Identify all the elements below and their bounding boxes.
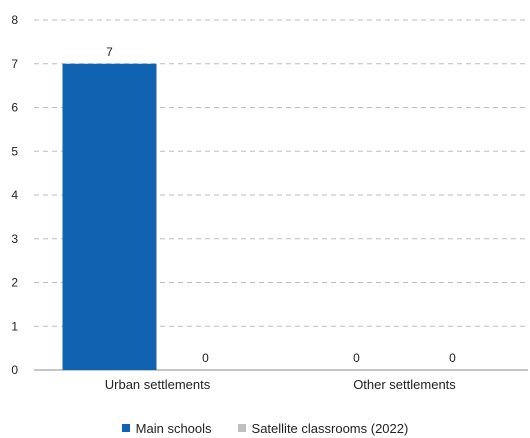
data-label: 0 <box>353 351 360 365</box>
data-label: 7 <box>106 45 113 59</box>
y-tick-label: 5 <box>11 144 18 158</box>
legend: Main schools Satellite classrooms (2022) <box>0 418 530 438</box>
legend-swatch <box>237 424 246 432</box>
y-tick-label: 6 <box>11 101 18 115</box>
y-tick-label: 0 <box>11 363 18 377</box>
y-tick-label: 3 <box>11 232 18 246</box>
y-tick-label: 4 <box>11 188 18 202</box>
bar <box>62 63 157 370</box>
legend-swatch <box>121 424 130 432</box>
y-tick-label: 2 <box>11 276 18 290</box>
data-label: 0 <box>202 351 209 365</box>
x-category-label: Urban settlements <box>105 377 211 392</box>
y-tick-label: 7 <box>11 57 18 71</box>
y-tick-label: 8 <box>11 13 18 27</box>
legend-label: Satellite classrooms (2022) <box>251 420 409 436</box>
data-label: 0 <box>449 351 456 365</box>
legend-item: Main schools <box>121 420 212 436</box>
legend-item: Satellite classrooms (2022) <box>237 420 409 436</box>
y-tick-label: 1 <box>11 319 18 333</box>
legend-label: Main schools <box>135 420 212 436</box>
x-category-label: Other settlements <box>353 377 456 392</box>
